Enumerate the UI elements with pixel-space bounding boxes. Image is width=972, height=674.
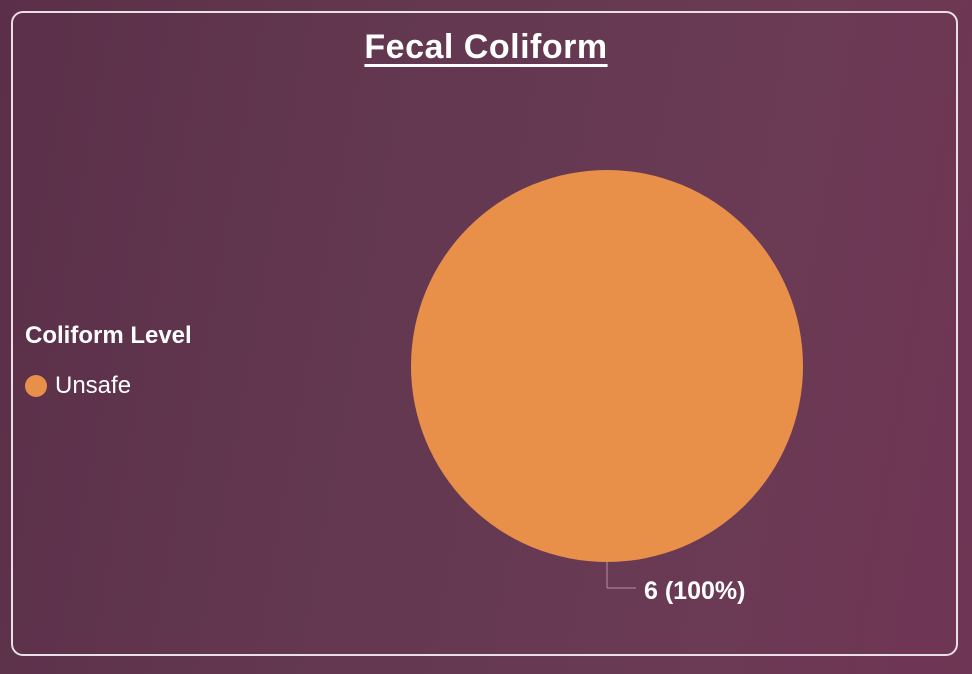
data-label-unsafe: 6 (100%) (644, 577, 745, 605)
legend-label: Unsafe (55, 372, 132, 399)
pie-slice-unsafe[interactable] (411, 170, 803, 562)
legend-title: Coliform Level (25, 322, 192, 349)
legend-item-unsafe[interactable]: Unsafe (25, 372, 131, 400)
legend-marker-icon (25, 375, 47, 397)
chart-title: Fecal Coliform (364, 28, 608, 66)
chart-card (11, 11, 958, 656)
